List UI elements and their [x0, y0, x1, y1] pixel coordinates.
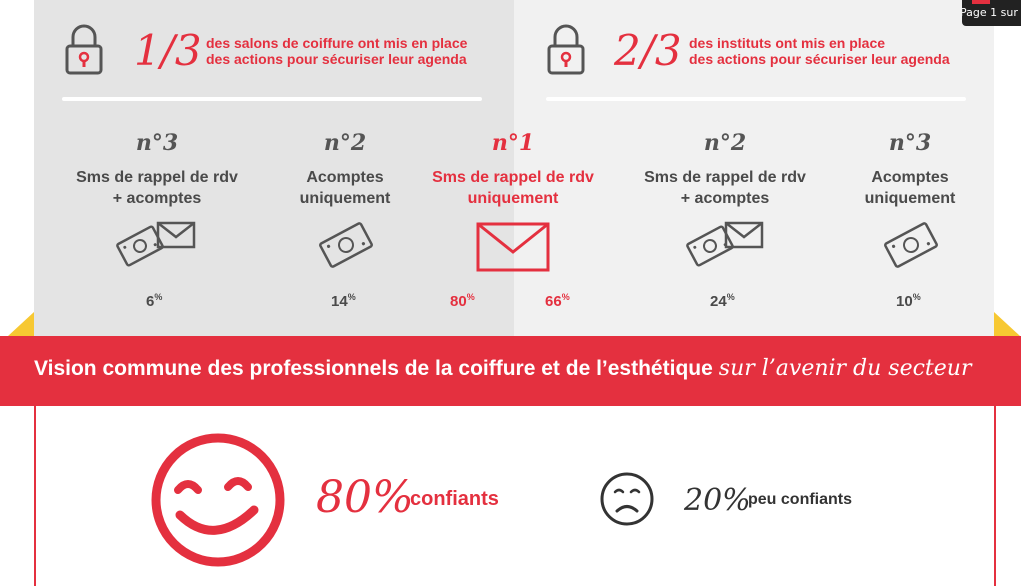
- corner-decoration-left: [8, 312, 34, 336]
- percentage-value: 6%: [146, 292, 163, 310]
- section-banner: [0, 336, 1021, 406]
- page-indicator: Page 1 sur 1: [962, 0, 1021, 26]
- percentage-value: 24%: [710, 292, 735, 310]
- rank-label: n°1: [491, 130, 535, 156]
- padlock-icon: [65, 24, 103, 75]
- category-label: Acomptes uniquement: [299, 169, 391, 207]
- instituts-stat-text: des instituts ont mis en place des actio…: [689, 35, 950, 67]
- category-label: Sms de rappel de rdv uniquement: [432, 169, 594, 207]
- instituts-fraction: 2/3: [614, 26, 682, 75]
- percentage-value: 10%: [896, 292, 921, 310]
- money-icon: [319, 222, 373, 268]
- salons-panel: [34, 0, 514, 336]
- rank-label: n°3: [888, 130, 932, 156]
- percentage-value: 14%: [331, 292, 356, 310]
- salons-stat-text: des salons de coiffure ont mis en place …: [206, 35, 468, 67]
- confident-value: 80%: [316, 472, 414, 523]
- not-confident-value: 20%: [684, 483, 751, 518]
- divider-right: [546, 97, 966, 101]
- category-label: Acomptes uniquement: [864, 169, 956, 207]
- envelope-icon: [156, 221, 196, 249]
- smiley-happy-icon: [151, 433, 285, 567]
- not-confident-label: peu confiants: [748, 491, 853, 508]
- percentage-value: 66%: [545, 292, 570, 310]
- corner-decoration-right: [994, 312, 1020, 336]
- category-label: Sms de rappel de rdv + acomptes: [76, 169, 238, 207]
- money-icon: [686, 225, 734, 267]
- envelope-icon: [724, 221, 764, 249]
- category-label: Sms de rappel de rdv + acomptes: [644, 169, 806, 207]
- instituts-panel: [514, 0, 994, 336]
- money-icon: [884, 222, 938, 268]
- divider-left: [62, 97, 482, 101]
- banner-title: Vision commune des professionnels de la …: [34, 356, 972, 381]
- rank-label: n°2: [703, 130, 747, 156]
- padlock-icon: [547, 24, 585, 75]
- smiley-sad-icon: [600, 472, 654, 526]
- percentage-value: 80%: [450, 292, 475, 310]
- rank-label: n°2: [323, 130, 367, 156]
- salons-fraction: 1/3: [134, 26, 202, 75]
- confident-label: confiants: [410, 488, 499, 510]
- envelope-icon: [476, 222, 550, 272]
- rank-label: n°3: [135, 130, 179, 156]
